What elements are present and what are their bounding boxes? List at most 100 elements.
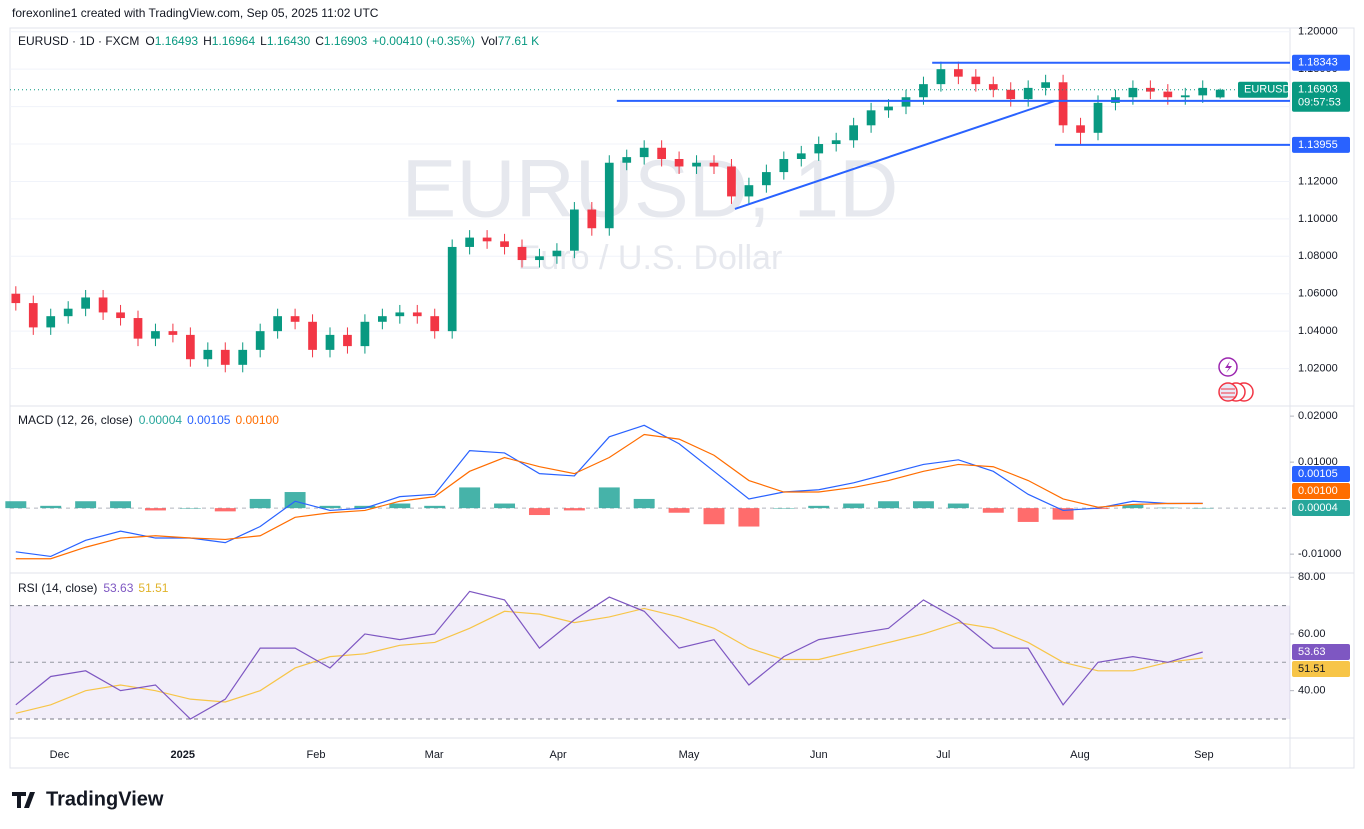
candle-body <box>290 316 300 322</box>
histogram-bar <box>878 501 900 509</box>
candle-body <box>674 158 684 167</box>
candle-body <box>1076 125 1085 133</box>
histogram-bar <box>633 498 655 509</box>
candle-body <box>203 349 213 360</box>
histogram-bar <box>494 503 516 509</box>
histogram-bar <box>144 508 166 511</box>
candle-body <box>604 162 614 229</box>
x-tick-label: Sep <box>1194 749 1214 761</box>
candle-body <box>500 241 509 247</box>
candle-body <box>220 349 230 365</box>
histogram-bar <box>319 505 341 509</box>
level-badge-bg <box>1292 54 1350 71</box>
candle-body <box>412 312 422 317</box>
last-price-badge-bg <box>1292 81 1350 112</box>
stat-label: O <box>145 34 154 48</box>
histogram-bar <box>110 501 132 509</box>
candle-body <box>98 297 108 313</box>
histogram-bar <box>179 508 201 509</box>
brand-logo[interactable]: TradingView <box>12 788 164 810</box>
y-tick-label: 1.04000 <box>1298 325 1338 337</box>
x-tick-label: Feb <box>307 749 326 761</box>
candle-body <box>273 316 282 332</box>
y-tick-label: 1.02000 <box>1298 362 1338 374</box>
histogram-badge-bg <box>1292 500 1350 516</box>
last-price-badge: 1.16903 <box>1298 84 1338 96</box>
candle-body <box>1180 95 1190 98</box>
candle-body <box>639 147 649 158</box>
histogram-bar <box>773 508 795 509</box>
candle-body <box>325 334 335 350</box>
rsi-ma-line <box>15 607 1203 714</box>
y-tick-label: 1.12000 <box>1298 175 1338 187</box>
candle-body <box>151 331 160 339</box>
histogram-bar <box>284 492 306 509</box>
candle-body <box>849 125 858 141</box>
candle-body <box>570 209 579 251</box>
candle-body <box>727 166 736 197</box>
candle-body <box>709 162 719 167</box>
candle-body <box>186 334 195 360</box>
candle-body <box>866 110 876 126</box>
histogram-bar <box>389 503 411 509</box>
rsi-ma-badge: 51.51 <box>1298 663 1326 675</box>
histogram-bar <box>5 501 27 509</box>
signal-badge: 0.00100 <box>1298 485 1338 497</box>
level-badge-bg <box>1292 136 1350 153</box>
events-icon[interactable] <box>1218 382 1254 402</box>
candle-body <box>255 331 265 350</box>
stat-label: C <box>315 34 324 48</box>
histogram-bar <box>249 498 271 509</box>
candle-body <box>81 297 90 309</box>
candle-body <box>308 321 317 350</box>
candle-body <box>28 303 38 328</box>
rsi-line <box>15 590 1203 720</box>
histogram-bar <box>40 505 62 509</box>
candle-body <box>1198 87 1208 96</box>
rsi-title: RSI (14, close) <box>18 581 97 595</box>
candle-body <box>482 237 492 242</box>
macd-value: 0.00105 <box>187 413 231 427</box>
candle-body <box>779 158 789 173</box>
macd-line <box>15 424 1203 558</box>
y-tick-label: -0.01000 <box>1298 548 1341 560</box>
histogram-bar <box>947 503 969 509</box>
candle-body <box>465 237 474 247</box>
x-tick-label: Mar <box>425 749 444 761</box>
candle-body <box>360 321 370 347</box>
candle-body <box>744 185 754 197</box>
watermark-description: Euro / U.S. Dollar <box>518 239 783 277</box>
histogram-bar <box>738 508 760 527</box>
histogram-bar <box>1017 508 1039 522</box>
candle-body <box>1128 87 1138 98</box>
histogram-bar <box>808 505 830 509</box>
candle-body <box>552 250 562 257</box>
y-tick-label: 40.00 <box>1298 685 1326 697</box>
candle-body <box>447 246 457 332</box>
candle-body <box>622 157 632 163</box>
candle-body <box>587 209 597 229</box>
alert-icon[interactable] <box>1218 357 1238 377</box>
candle-body <box>133 318 143 339</box>
candle-body <box>517 246 527 261</box>
symbol-badge: EURUSD <box>1244 84 1291 96</box>
macd-title: MACD (12, 26, close) <box>18 413 133 427</box>
macd-badge: 0.00105 <box>1298 468 1338 480</box>
histogram-bar <box>459 487 481 509</box>
candle-body <box>1093 102 1103 133</box>
candle-body <box>919 84 928 98</box>
candle-body <box>901 97 911 107</box>
candle-body <box>1041 82 1050 88</box>
candle-body <box>168 331 178 335</box>
volume-label: Vol <box>481 34 498 48</box>
candle-body <box>988 84 998 90</box>
x-tick-label: Apr <box>550 749 567 761</box>
candle-body <box>971 76 981 85</box>
countdown: 09:57:53 <box>1298 97 1341 109</box>
histogram-bar <box>668 508 690 513</box>
watermark: EURUSD, 1D <box>402 144 899 235</box>
histogram-bar <box>528 508 550 516</box>
signal-badge-bg <box>1292 483 1350 499</box>
x-tick-label: Aug <box>1070 749 1090 761</box>
